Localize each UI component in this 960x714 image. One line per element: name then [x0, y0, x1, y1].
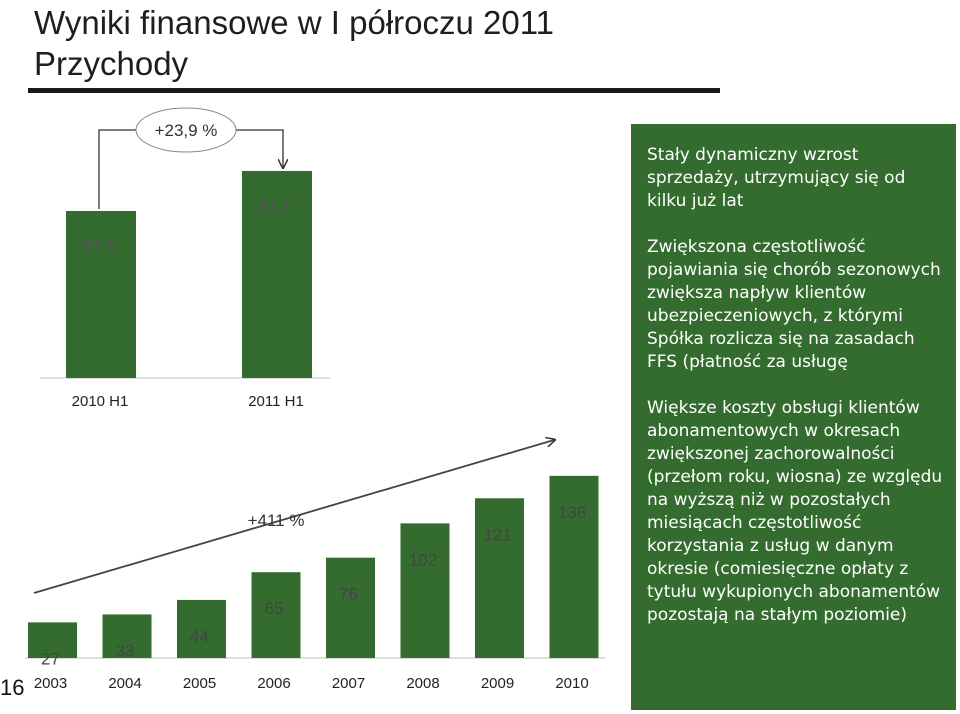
bar-value-label-0: 27: [41, 649, 60, 668]
page-title: Wyniki finansowe w I półroczu 2011 Przyc…: [34, 2, 554, 84]
title-line-2: Przychody: [34, 45, 189, 82]
category-label-0: 2010 H1: [72, 393, 129, 410]
bar-1: [102, 614, 152, 658]
bar-6: [475, 498, 524, 658]
growth-ellipse: [135, 107, 237, 153]
title-underline: [28, 88, 720, 93]
bar-value-label-1: 81,2: [258, 196, 291, 215]
title-line-1: Wyniki finansowe w I półroczu 2011: [34, 4, 555, 41]
bar-0: [66, 210, 136, 378]
growth-annotation: +23,9 %: [155, 121, 218, 140]
half-year-revenue-chart: 65,5 2010 H1 81,2 2011 H1 +23,9 %: [40, 107, 330, 410]
bar-4: [326, 557, 375, 658]
category-label-7: 2010: [555, 675, 588, 692]
bar-value-label-5: 102: [409, 550, 437, 569]
commentary-paragraph-1: Stały dynamiczny wzrost sprzedaży, utrzy…: [647, 145, 906, 211]
annual-revenue-chart: 27 2003 33 2004 44 2005 65 2006 76 2007 102 2008 121…: [25, 425, 605, 692]
trend-arrow: [33, 440, 554, 594]
category-label-3: 2006: [257, 675, 290, 692]
page-number: 16: [0, 675, 25, 700]
category-label-4: 2007: [332, 675, 365, 692]
bar-value-label-2: 44: [190, 627, 209, 646]
growth-annotation: +411 %: [248, 511, 305, 530]
bar-value-label-3: 65: [265, 599, 284, 618]
category-label-2: 2005: [183, 675, 216, 692]
bar-7: [549, 475, 599, 658]
category-label-1: 2011 H1: [248, 393, 304, 410]
category-label-6: 2009: [481, 675, 514, 692]
bar-value-label-0: 65,5: [82, 236, 115, 255]
bar-value-label-6: 121: [483, 525, 511, 544]
bar-2: [177, 599, 226, 658]
bar-3: [251, 572, 301, 658]
commentary-paragraph-2: Zwiększona częstotliwość pojawiania się …: [647, 237, 941, 372]
bar-5: [400, 523, 450, 658]
category-label-0: 2003: [34, 675, 67, 692]
category-label-1: 2004: [108, 675, 141, 692]
category-label-5: 2008: [406, 675, 439, 692]
bar-value-label-1: 33: [116, 641, 135, 660]
bar-value-label-4: 76: [339, 585, 358, 604]
bar-0: [28, 622, 77, 658]
commentary-panel: Stały dynamiczny wzrost sprzedaży, utrzy…: [631, 124, 956, 710]
bar-value-label-7: 138: [558, 503, 586, 522]
bar-1: [242, 170, 312, 378]
commentary-paragraph-3: Większe koszty obsługi klientów abonamen…: [647, 398, 943, 625]
